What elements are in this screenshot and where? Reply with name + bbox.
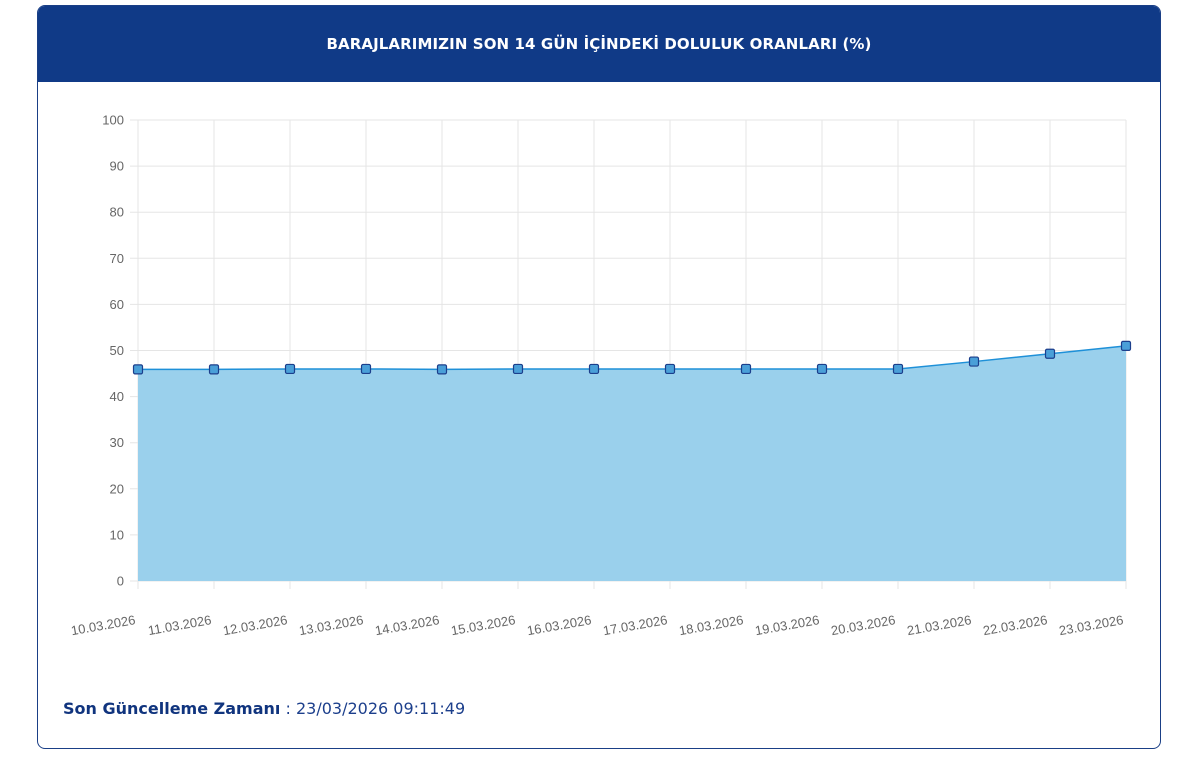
x-tick-label: 19.03.2026 bbox=[754, 612, 821, 638]
y-tick-label: 30 bbox=[110, 435, 124, 450]
y-tick-label: 60 bbox=[110, 297, 124, 312]
data-point[interactable] bbox=[740, 363, 752, 375]
last-update-value: 23/03/2026 09:11:49 bbox=[295, 699, 466, 718]
x-tick-label: 10.03.2026 bbox=[70, 612, 137, 638]
x-tick-label: 17.03.2026 bbox=[602, 612, 669, 638]
card-header: BARAJLARIMIZIN SON 14 GÜN İÇİNDEKİ DOLUL… bbox=[38, 6, 1160, 82]
x-tick-label: 16.03.2026 bbox=[526, 612, 593, 638]
data-point[interactable] bbox=[512, 363, 524, 375]
area-layer bbox=[138, 345, 1127, 581]
last-update: Son Güncelleme Zamanı : 23/03/2026 09:11… bbox=[63, 699, 465, 718]
data-point[interactable] bbox=[208, 364, 220, 375]
x-tick-labels: 10.03.2026 11.03.2026 12.03.2026 13.03.2026… bbox=[70, 612, 1125, 638]
data-point[interactable] bbox=[664, 363, 676, 375]
data-point[interactable] bbox=[284, 363, 296, 375]
y-tick-label: 70 bbox=[110, 251, 124, 266]
y-tick-label: 90 bbox=[110, 159, 124, 174]
y-tick-labels: 0 10 20 30 40 50 60 70 80 90 100 bbox=[102, 113, 124, 589]
chart-title: BARAJLARIMIZIN SON 14 GÜN İÇİNDEKİ DOLUL… bbox=[326, 35, 872, 53]
data-point[interactable] bbox=[1120, 340, 1132, 351]
y-tick-label: 80 bbox=[110, 205, 124, 220]
x-tick-label: 20.03.2026 bbox=[830, 612, 897, 638]
x-tick-label: 18.03.2026 bbox=[678, 612, 745, 638]
y-tick-label: 10 bbox=[110, 527, 124, 542]
y-tick-label: 40 bbox=[110, 389, 124, 404]
last-update-separator: : bbox=[280, 699, 296, 718]
y-tick-label: 20 bbox=[110, 481, 124, 496]
data-point[interactable] bbox=[588, 363, 600, 375]
x-tick-label: 11.03.2026 bbox=[147, 612, 213, 638]
data-point[interactable] bbox=[132, 364, 144, 375]
x-tick-label: 21.03.2026 bbox=[906, 612, 973, 638]
x-tick-label: 15.03.2026 bbox=[450, 612, 517, 638]
x-tick-label: 12.03.2026 bbox=[222, 612, 289, 638]
data-point[interactable] bbox=[816, 363, 828, 375]
y-tick-label: 100 bbox=[102, 113, 124, 128]
marker-layer bbox=[132, 340, 1132, 375]
data-point[interactable] bbox=[968, 356, 980, 367]
data-point[interactable] bbox=[892, 363, 904, 375]
y-tick-label: 0 bbox=[117, 574, 124, 589]
series-line bbox=[138, 345, 1127, 371]
x-tick-label: 14.03.2026 bbox=[374, 612, 441, 638]
y-tick-label: 50 bbox=[110, 343, 124, 358]
x-tick-label: 22.03.2026 bbox=[982, 612, 1049, 638]
x-tick-label: 23.03.2026 bbox=[1058, 612, 1125, 638]
data-point[interactable] bbox=[1044, 348, 1056, 359]
data-point[interactable] bbox=[360, 363, 372, 375]
series-area bbox=[138, 345, 1126, 581]
data-point[interactable] bbox=[436, 364, 448, 375]
last-update-label: Son Güncelleme Zamanı bbox=[63, 699, 281, 718]
x-tick-label: 13.03.2026 bbox=[298, 612, 365, 638]
